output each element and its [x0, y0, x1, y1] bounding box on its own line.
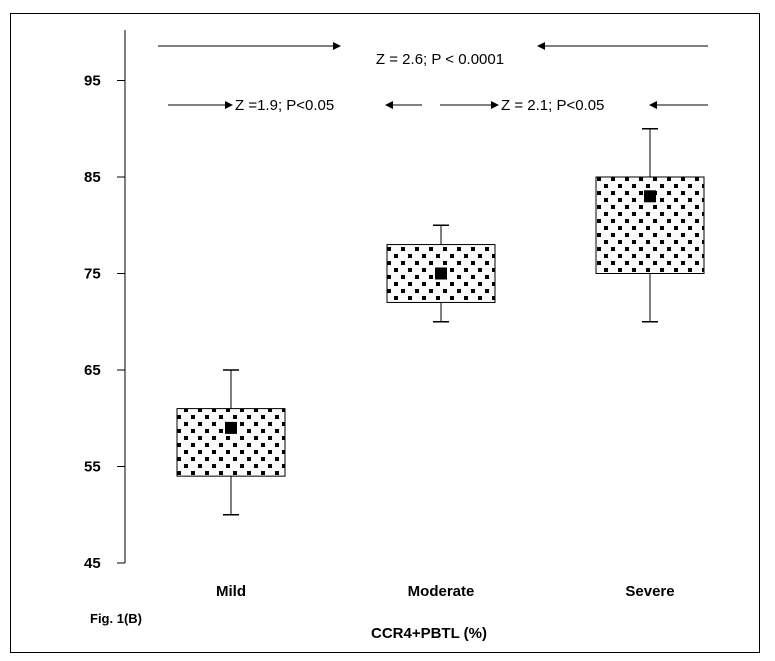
annotation-text: Z =1.9; P<0.05	[235, 97, 334, 114]
box-severe	[595, 128, 705, 323]
y-tick-label: 65	[84, 362, 101, 379]
y-axis-ticks: 45 55 65 75 85 95	[84, 73, 125, 572]
annotation-mild-moderate: Z =1.9; P<0.05	[168, 97, 422, 114]
category-label-severe: Severe	[625, 583, 674, 600]
category-labels: Mild Moderate Severe	[216, 583, 675, 600]
annotation-moderate-severe: Z = 2.1; P<0.05	[440, 97, 708, 114]
annotations-group: Z = 2.6; P < 0.0001 Z =1.9; P<0.05 Z = 2.1…	[158, 42, 708, 114]
y-tick-label: 55	[84, 459, 101, 476]
category-label-mild: Mild	[216, 583, 246, 600]
boxes-group	[176, 128, 705, 516]
figure-frame	[10, 13, 760, 653]
category-label-moderate: Moderate	[408, 583, 475, 600]
annotation-text: Z = 2.6; P < 0.0001	[376, 51, 504, 68]
annotation-text: Z = 2.1; P<0.05	[501, 97, 604, 114]
y-tick-label: 95	[84, 73, 101, 90]
box-moderate	[386, 224, 496, 323]
mean-marker	[644, 190, 656, 203]
box-iqr	[176, 408, 286, 477]
y-tick-label: 75	[84, 266, 101, 283]
y-tick-label: 45	[84, 555, 101, 572]
box-mild	[176, 369, 286, 516]
x-axis-title: CCR4+PBTL (%)	[371, 625, 487, 642]
figure-label: Fig. 1(B)	[90, 611, 142, 626]
mean-marker	[435, 267, 447, 280]
mean-marker	[225, 421, 237, 434]
y-tick-label: 85	[84, 169, 101, 186]
box-iqr	[595, 176, 705, 274]
annotation-mild-severe: Z = 2.6; P < 0.0001	[158, 42, 708, 68]
